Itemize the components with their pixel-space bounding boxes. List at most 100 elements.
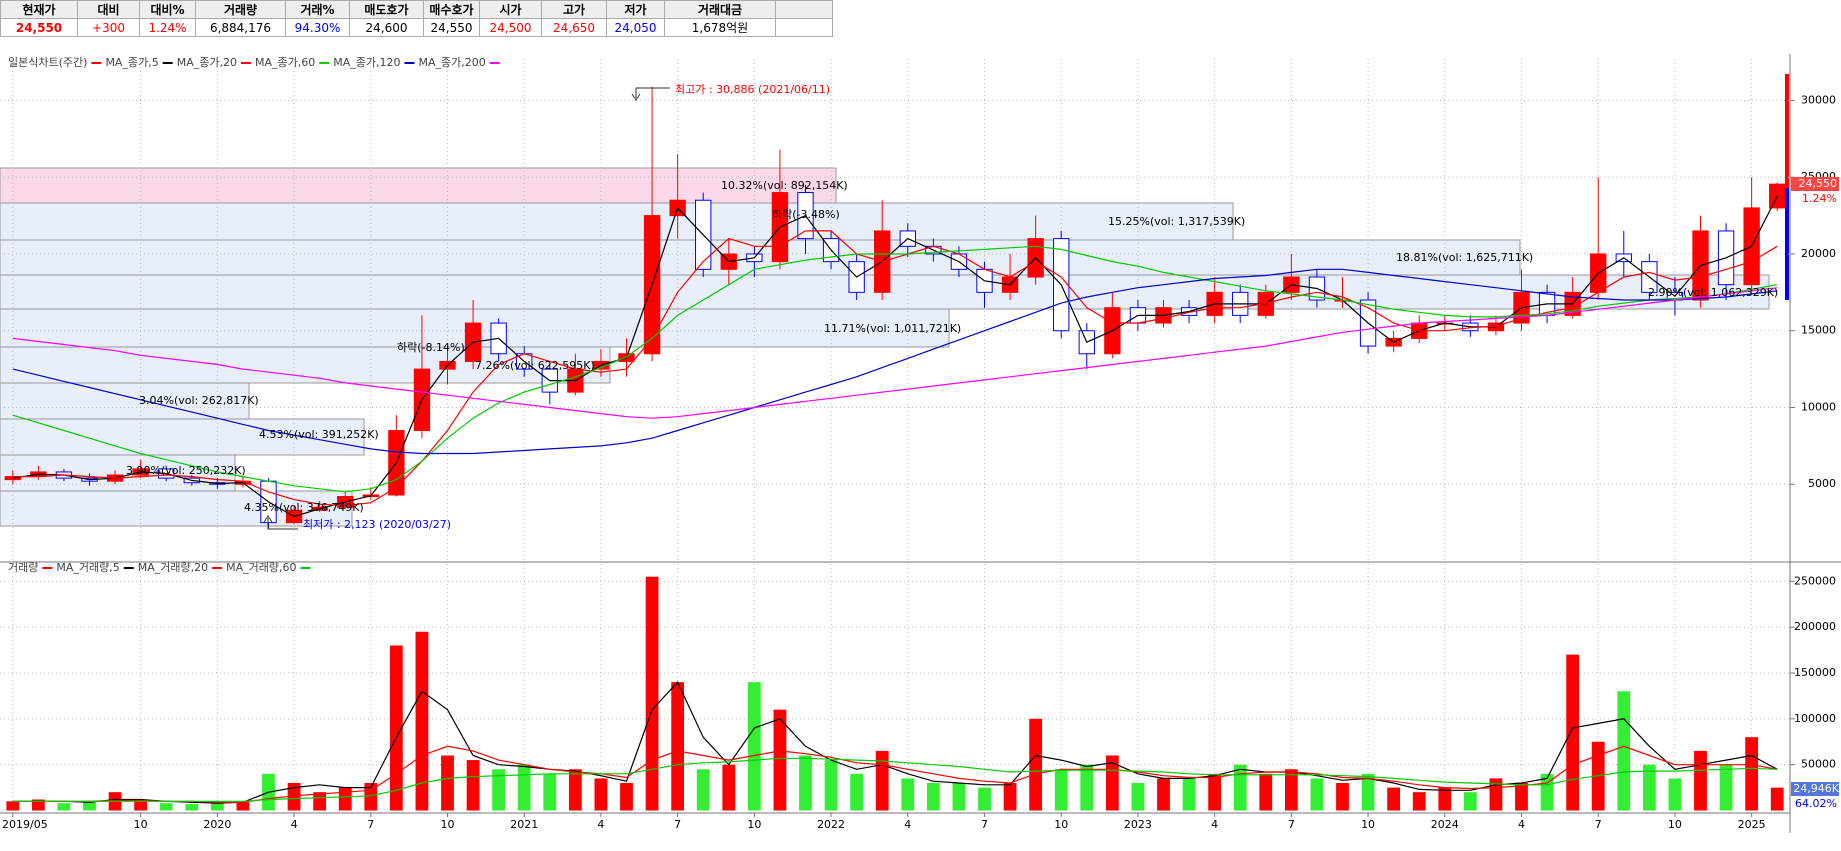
header-blank [775,0,833,19]
x-tick-label: 2025 [1738,818,1766,831]
quote-header: 현재가 대비 대비% 거래량 거래% 매도호가 매수호가 시가 고가 저가 거래대금 24,550 +… [0,0,833,37]
annotation: 18.81%(vol: 1,625,711K) [1396,251,1533,264]
legend-label: MA_종가,20 [177,56,237,69]
volume-bar [1617,691,1631,811]
volume-bar [773,709,787,811]
volume-bar [850,773,864,811]
header-blank [775,18,833,37]
volume-bar [1412,792,1426,811]
header-label: 시가 [479,0,542,19]
volume-bar [210,801,224,811]
y-tick-label: 10000 [1801,400,1836,413]
volume-bar [287,783,301,811]
volume-bar [185,804,199,811]
candle-body [1769,183,1786,209]
volume-bar [313,792,327,811]
volume-bar [236,802,250,811]
annotation: 15.25%(vol: 1,317,539K) [1108,215,1245,228]
volume-bar [645,576,659,811]
volume-bar [31,799,45,811]
ma-line [12,287,1778,419]
current-volume-box [1791,782,1839,796]
annotation: 3.90%(vol: 250,232K) [126,464,246,477]
annotation: 하락(-8.14%) [397,340,465,354]
volume-bar [1003,783,1017,811]
legend-label: MA_거래량,60 [226,561,296,574]
volume-bar [1259,773,1273,811]
x-tick-label: 2021 [510,818,538,831]
volume-bar [159,803,173,811]
x-tick-label: 10 [1361,818,1375,831]
volume-bar [1361,773,1375,811]
annotation: 7.26%(vol: 622,595K) [475,359,595,372]
volume-bar [1029,718,1043,811]
volume-bar [696,769,710,811]
legend-label: MA_종가,60 [255,56,315,69]
x-tick-label: 7 [981,818,988,831]
header-value: 24,550 [423,18,480,37]
volume-bar [1694,750,1707,811]
price-range-up [1785,74,1789,188]
header-value: 94.30% [285,18,350,37]
volume-bar [364,783,378,811]
annotation: 4.53%(vol: 391,252K) [259,428,379,441]
ma-line [12,268,1778,455]
volume-bar [1463,792,1477,811]
x-tick-label: 7 [1288,818,1295,831]
volume-bar [1310,778,1324,811]
x-tick-label: 4 [291,818,298,831]
volume-bar [952,783,966,811]
y-tick-label: 20000 [1801,247,1836,260]
y-tick-label: 15000 [1801,324,1836,337]
y-tick-label: 200000 [1794,620,1836,633]
annotation: 10.32%(vol: 892,154K) [721,179,848,192]
volume-bar [1157,778,1170,811]
volume-bar [1770,787,1784,811]
volume-bar [926,783,940,811]
x-tick-label: 10 [441,818,455,831]
x-tick-label: 7 [674,818,681,831]
header-label: 대비 [77,0,140,19]
volume-bar [594,778,608,811]
band [0,167,837,204]
x-tick-label: 10 [1668,818,1682,831]
annotation: 3.04%(vol: 262,817K) [139,394,259,407]
volume-bar [1284,769,1298,811]
header-value: 6,884,176 [195,18,286,37]
volume-bar [1642,764,1656,811]
header-value: 24,650 [541,18,607,37]
volume-bar [1182,778,1196,811]
annotation: 11.71%(vol: 1,011,721K) [824,322,961,335]
x-tick-label: 10 [747,818,761,831]
legend-label: MA_종가,200 [418,56,485,69]
volume-bar [389,645,403,811]
x-tick-label: 10 [1054,818,1068,831]
legend-label: MA_거래량,5 [56,561,119,574]
volume-bar [1566,654,1580,811]
header-value: 24,550 [0,18,78,37]
annotation-arrow [263,515,298,530]
volume-bar [6,801,20,811]
y-tick-label: 50000 [1801,758,1836,771]
header-label: 대비% [139,0,196,19]
volume-bar [901,778,915,811]
x-tick-label: 4 [597,818,604,831]
annotation: 최저가 : 2,123 (2020/03/27) [303,518,451,531]
header-value: 1,678억원 [664,18,776,37]
legend-title: 일본식차트(주간) [8,55,87,69]
current-price-box [1791,177,1839,191]
annotation: 4.35%(vol: 376,749K) [244,501,364,514]
band [0,382,250,420]
volume-bar [517,764,531,811]
annotation: 최고가 : 30,886 (2021/06/11) [675,83,830,96]
x-tick-label: 2020 [203,818,231,831]
volume-bar [978,787,991,811]
header-value: 1.24% [139,18,196,37]
legend-label: MA_종가,5 [105,56,158,69]
header-label: 거래대금 [664,0,776,19]
volume-bar [620,783,633,811]
volume-bar [799,755,812,811]
chart: 5000100001500020000250003000050000100000… [0,54,1841,833]
volume-bar [441,755,454,811]
header-label: 거래% [285,0,350,19]
